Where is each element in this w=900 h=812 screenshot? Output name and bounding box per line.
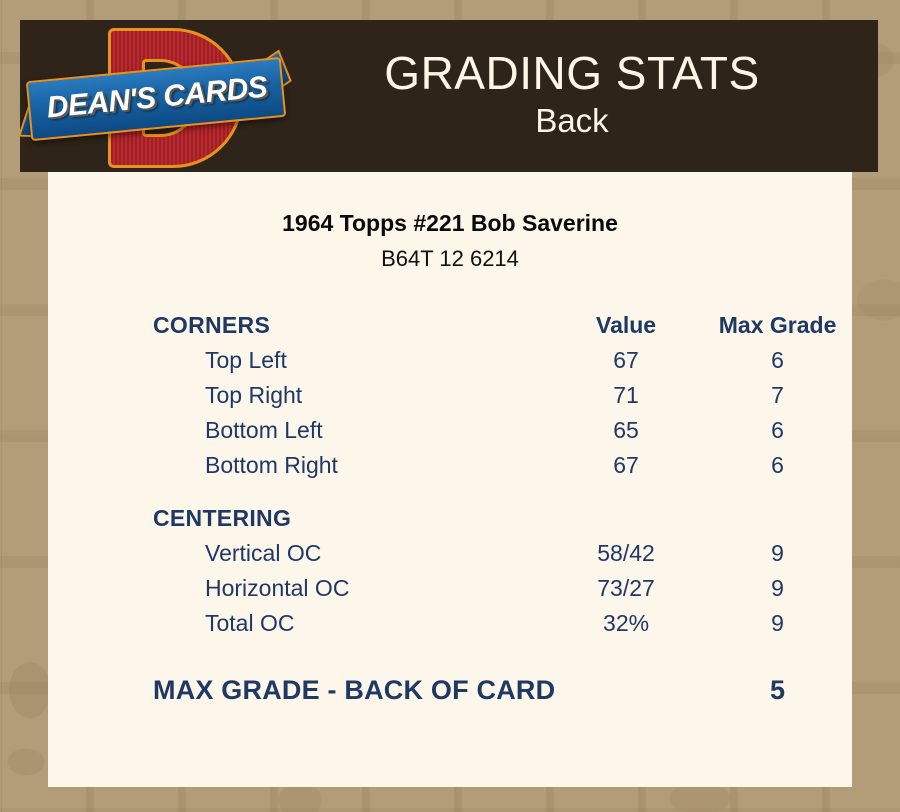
header-bar: DEAN'S CARDS GRADING STATS Back xyxy=(18,20,878,172)
row-label: Bottom Right xyxy=(205,452,338,478)
section-header-centering: CENTERING xyxy=(48,501,852,536)
row-value: 65 xyxy=(613,417,639,443)
logo-wordmark: DEAN'S CARDS xyxy=(45,70,269,125)
row-label: Total OC xyxy=(205,610,295,636)
row-value: 73/27 xyxy=(597,575,655,601)
table-row: Top Right 71 7 xyxy=(48,378,852,413)
summary-spacer xyxy=(48,641,852,659)
deans-cards-logo[interactable]: DEAN'S CARDS xyxy=(18,20,292,172)
row-max-grade: 6 xyxy=(771,417,784,443)
row-max-grade: 6 xyxy=(771,347,784,373)
row-value: 58/42 xyxy=(597,540,655,566)
row-value: 32% xyxy=(603,610,650,636)
table-row: Vertical OC 58/42 9 xyxy=(48,536,852,571)
table-row: Bottom Left 65 6 xyxy=(48,413,852,448)
max-grade-value: 5 xyxy=(769,675,786,705)
page-title: GRADING STATS xyxy=(384,47,760,100)
table-row: Total OC 32% 9 xyxy=(48,606,852,641)
row-label: Bottom Left xyxy=(205,417,323,443)
row-label: Vertical OC xyxy=(205,540,322,566)
max-grade-label: MAX GRADE - BACK OF CARD xyxy=(153,675,556,705)
header-title-group: GRADING STATS Back xyxy=(292,49,878,142)
row-label: Top Right xyxy=(205,382,303,408)
section-grade-blank xyxy=(703,501,852,536)
column-header-max-grade: Max Grade xyxy=(718,312,837,338)
row-max-grade: 7 xyxy=(771,382,784,408)
row-max-grade: 9 xyxy=(771,610,784,636)
row-label: Top Left xyxy=(205,347,287,373)
section-title-corners: CORNERS xyxy=(153,312,271,338)
row-value: 67 xyxy=(613,452,639,478)
row-max-grade: 9 xyxy=(771,540,784,566)
row-max-grade: 9 xyxy=(771,575,784,601)
section-spacer xyxy=(48,483,852,501)
section-value-blank xyxy=(549,501,703,536)
section-title-centering: CENTERING xyxy=(153,505,292,531)
table-row: Bottom Right 67 6 xyxy=(48,448,852,483)
card-identifier: B64T 12 6214 xyxy=(381,246,519,271)
row-value: 71 xyxy=(613,382,639,408)
table-row: Horizontal OC 73/27 9 xyxy=(48,571,852,606)
column-header-value: Value xyxy=(596,312,657,338)
table-row: Top Left 67 6 xyxy=(48,343,852,378)
card-title: 1964 Topps #221 Bob Saverine xyxy=(282,210,618,236)
row-value: 67 xyxy=(613,347,639,373)
max-grade-summary-row: MAX GRADE - BACK OF CARD 5 xyxy=(48,659,852,708)
page-subtitle: Back xyxy=(535,101,609,139)
row-label: Horizontal OC xyxy=(205,575,350,601)
row-max-grade: 6 xyxy=(771,452,784,478)
section-header-corners: CORNERS Value Max Grade xyxy=(48,308,852,343)
grading-stats-panel: 1964 Topps #221 Bob Saverine B64T 12 621… xyxy=(48,172,852,787)
grading-stats-table: CORNERS Value Max Grade Top Left 67 6 To… xyxy=(48,308,852,708)
